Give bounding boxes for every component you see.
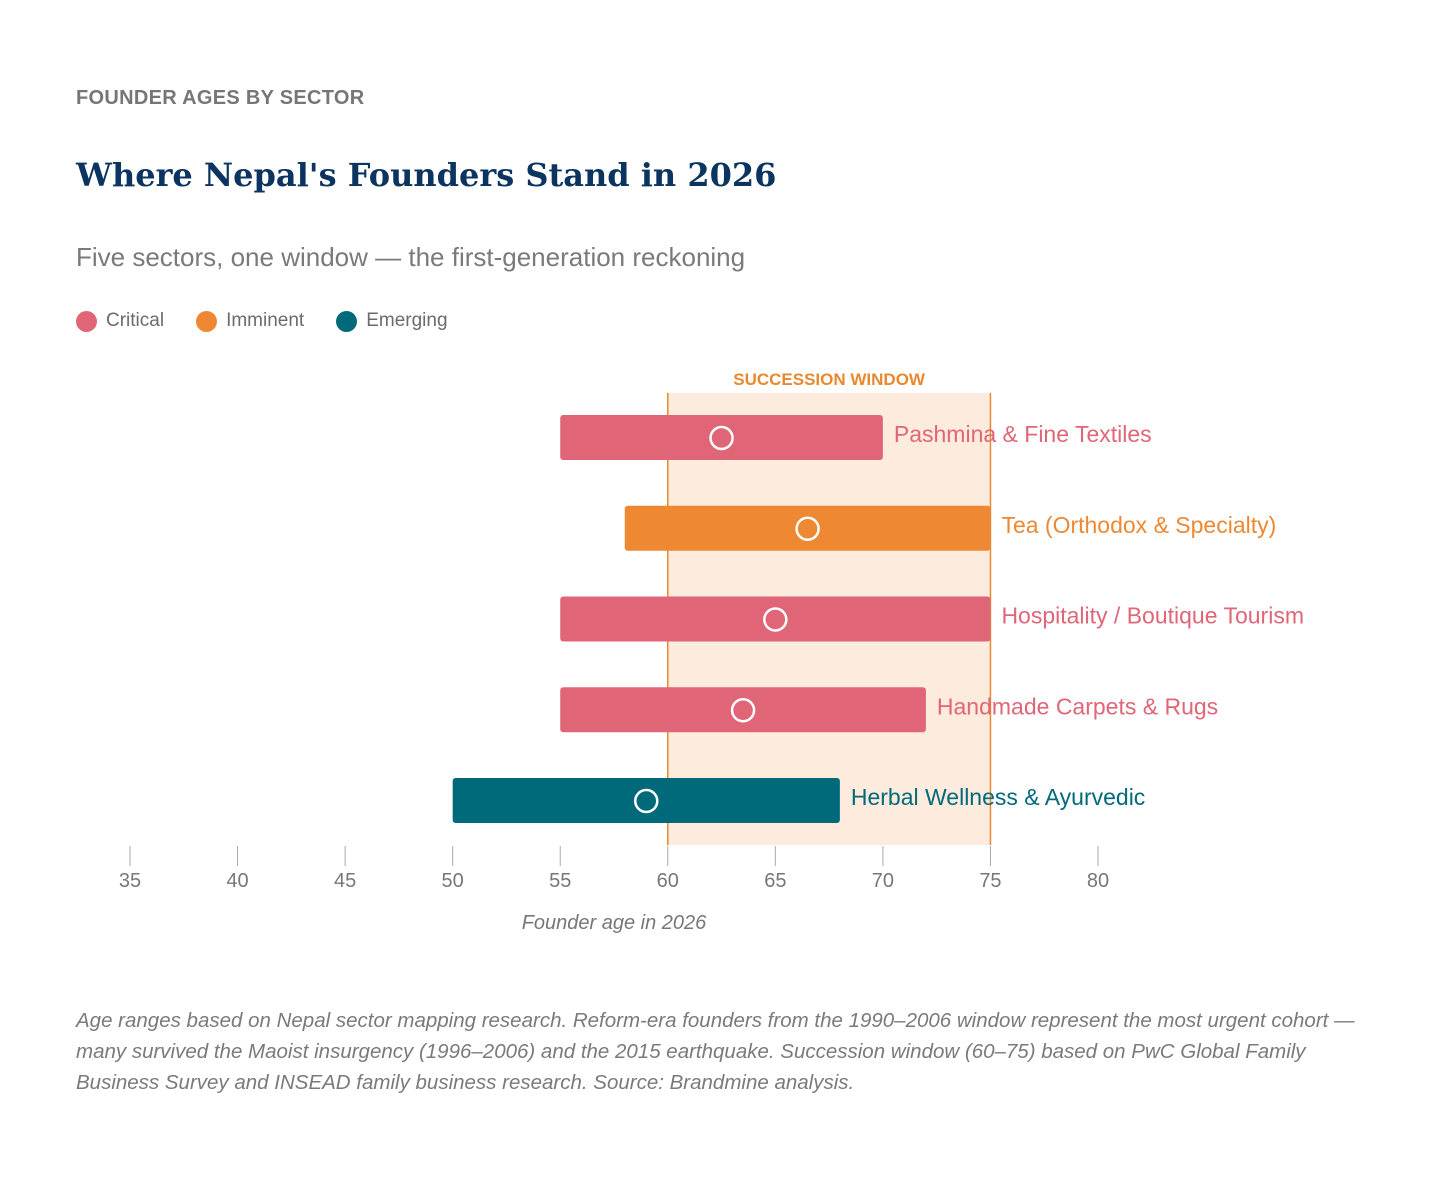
chart-subtitle: Five sectors, one window — the first-gen… <box>76 242 746 272</box>
x-tick-label: 55 <box>549 870 571 892</box>
bar-label: Tea (Orthodox & Specialty) <box>1001 512 1276 538</box>
range-bar <box>624 505 991 551</box>
bar-label: Pashmina & Fine Textiles <box>894 421 1152 447</box>
x-tick-label: 65 <box>764 870 786 892</box>
range-bar <box>452 778 840 823</box>
x-tick-label: 45 <box>334 870 356 892</box>
midpoint-marker <box>795 516 820 541</box>
x-tick-label: 75 <box>979 870 1001 892</box>
legend-swatch <box>76 310 97 332</box>
x-tick-label: 70 <box>872 870 894 892</box>
range-bar <box>560 415 883 460</box>
succession-window-label: SUCCESSION WINDOW <box>733 370 926 389</box>
x-tick-label: 60 <box>657 870 679 892</box>
legend: Critical Imminent Emerging <box>76 310 448 332</box>
bar-label: Herbal Wellness & Ayurvedic <box>851 784 1145 810</box>
legend-item-emerging: Emerging <box>336 310 448 332</box>
legend-swatch <box>196 310 218 332</box>
chart-title: Where Nepal's Founders Stand in 2026 <box>76 156 777 194</box>
legend-label: Imminent <box>226 310 305 331</box>
x-tick-label: 40 <box>226 870 248 892</box>
legend-label: Emerging <box>366 310 448 331</box>
bar-label: Hospitality / Boutique Tourism <box>1001 603 1304 629</box>
legend-swatch <box>336 310 358 332</box>
midpoint-marker <box>709 425 734 451</box>
range-bar <box>560 596 991 642</box>
chart-footnote: Age ranges based on Nepal sector mapping… <box>76 1009 1355 1094</box>
bar-label: Handmade Carpets & Rugs <box>937 693 1218 719</box>
x-tick-label: 35 <box>119 870 141 892</box>
legend-label: Critical <box>106 310 165 331</box>
chart-eyebrow: FOUNDER AGES BY SECTOR <box>76 87 365 109</box>
midpoint-marker <box>634 788 659 814</box>
legend-item-imminent: Imminent <box>196 310 304 332</box>
range-bar <box>560 687 926 733</box>
midpoint-marker <box>763 607 788 632</box>
x-tick-label: 80 <box>1087 870 1109 892</box>
x-axis-title: Founder age in 2026 <box>522 912 707 934</box>
legend-item-critical: Critical <box>76 310 164 332</box>
x-tick-label: 50 <box>442 870 464 892</box>
range-chart: SUCCESSION WINDOW Pashmina & Fine Textile… <box>119 370 1304 934</box>
midpoint-marker <box>730 698 756 723</box>
